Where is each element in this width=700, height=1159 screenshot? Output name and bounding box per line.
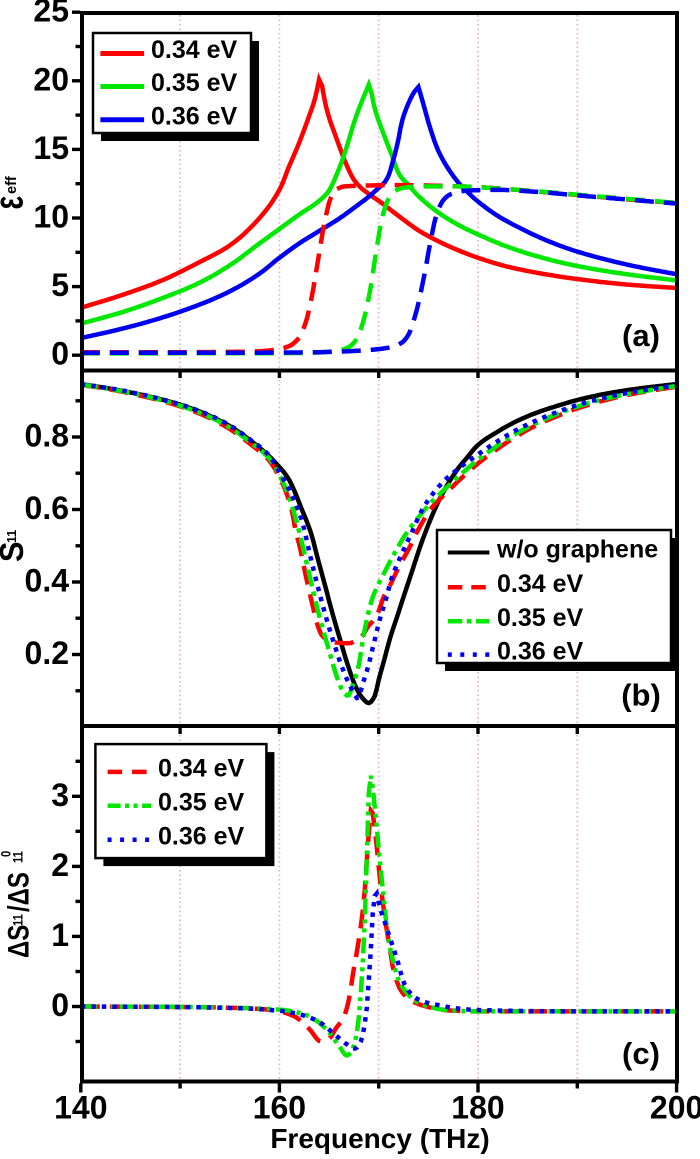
svg-text:0.6: 0.6 xyxy=(25,490,69,526)
svg-text:0.36 eV: 0.36 eV xyxy=(151,102,238,130)
svg-text:0.36 eV: 0.36 eV xyxy=(158,822,245,850)
svg-text:180: 180 xyxy=(451,1090,504,1126)
svg-text:Frequency (THz): Frequency (THz) xyxy=(270,1123,489,1154)
svg-text:/ΔS: /ΔS xyxy=(1,872,35,912)
svg-text:20: 20 xyxy=(33,61,69,97)
svg-text:200: 200 xyxy=(650,1090,700,1126)
svg-text:140: 140 xyxy=(54,1090,107,1126)
svg-text:S: S xyxy=(0,542,30,562)
svg-text:w/o graphene: w/o graphene xyxy=(496,536,658,564)
svg-text:10: 10 xyxy=(33,199,69,235)
svg-text:11: 11 xyxy=(10,851,25,863)
svg-text:11: 11 xyxy=(5,530,19,543)
svg-text:0: 0 xyxy=(51,987,69,1023)
svg-text:(a): (a) xyxy=(622,318,660,353)
svg-text:(c): (c) xyxy=(622,1036,660,1071)
svg-text:0: 0 xyxy=(51,336,69,372)
svg-text:160: 160 xyxy=(253,1090,306,1126)
svg-text:0.34 eV: 0.34 eV xyxy=(497,570,584,598)
svg-text:11: 11 xyxy=(10,914,25,926)
svg-text:1: 1 xyxy=(51,917,69,953)
svg-text:0: 0 xyxy=(0,851,14,857)
svg-text:25: 25 xyxy=(33,0,69,29)
svg-text:0.2: 0.2 xyxy=(25,635,69,671)
svg-text:0.4: 0.4 xyxy=(25,563,70,599)
svg-text:0.34 eV: 0.34 eV xyxy=(158,754,245,782)
svg-text:ΔS: ΔS xyxy=(1,925,35,958)
svg-text:ε: ε xyxy=(0,196,32,210)
svg-text:2: 2 xyxy=(51,847,69,883)
svg-text:eff: eff xyxy=(4,176,20,194)
svg-text:15: 15 xyxy=(33,130,69,166)
svg-text:0.35 eV: 0.35 eV xyxy=(158,788,245,816)
svg-text:(b): (b) xyxy=(621,678,661,713)
svg-text:0.8: 0.8 xyxy=(25,418,69,454)
svg-text:5: 5 xyxy=(51,267,69,303)
svg-text:0.36 eV: 0.36 eV xyxy=(497,638,584,666)
svg-text:0.35 eV: 0.35 eV xyxy=(497,604,584,632)
svg-text:0.34 eV: 0.34 eV xyxy=(151,36,238,64)
svg-text:3: 3 xyxy=(51,777,69,813)
svg-text:0.35 eV: 0.35 eV xyxy=(151,69,238,97)
